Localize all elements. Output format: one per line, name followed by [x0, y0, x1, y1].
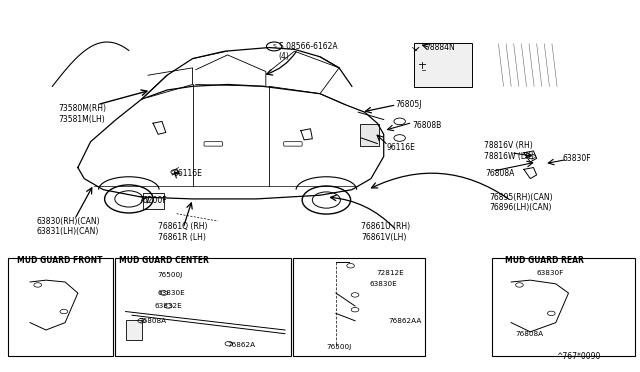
FancyBboxPatch shape [126, 320, 141, 340]
Text: 63830E: 63830E [157, 290, 185, 296]
Text: 63830F: 63830F [562, 154, 591, 163]
Text: 72812E: 72812E [376, 270, 404, 276]
FancyBboxPatch shape [8, 258, 113, 356]
Text: 76200F: 76200F [138, 196, 167, 205]
FancyBboxPatch shape [143, 193, 164, 209]
Text: 76808A: 76808A [515, 331, 543, 337]
Text: 76500J: 76500J [326, 344, 351, 350]
Text: 76808B: 76808B [412, 121, 442, 129]
FancyBboxPatch shape [115, 258, 291, 356]
Text: 78884N: 78884N [425, 43, 455, 52]
Text: MUD GUARD FRONT: MUD GUARD FRONT [17, 256, 103, 265]
Text: S 08566-6162A
(4): S 08566-6162A (4) [278, 42, 337, 61]
Text: 96116E: 96116E [173, 169, 202, 177]
Text: 63830F: 63830F [537, 270, 564, 276]
Text: 63830E: 63830E [370, 281, 397, 287]
Text: 76895(RH)(CAN)
76896(LH)(CAN): 76895(RH)(CAN) 76896(LH)(CAN) [489, 193, 552, 212]
Text: 76805J: 76805J [395, 100, 422, 109]
Text: MUD GUARD REAR: MUD GUARD REAR [505, 256, 584, 265]
Text: 96116E: 96116E [387, 143, 416, 152]
Text: 76808A: 76808A [486, 169, 515, 177]
Text: 76500J: 76500J [157, 272, 183, 278]
Text: 76862A: 76862A [228, 342, 256, 348]
Text: 76861Q (RH)
76861R (LH): 76861Q (RH) 76861R (LH) [157, 222, 207, 242]
FancyBboxPatch shape [293, 258, 425, 356]
Text: 63830(RH)(CAN)
63831(LH)(CAN): 63830(RH)(CAN) 63831(LH)(CAN) [36, 217, 100, 236]
FancyBboxPatch shape [492, 258, 636, 356]
Text: 76862AA: 76862AA [388, 318, 422, 324]
Text: ^767*0090: ^767*0090 [556, 352, 600, 361]
Text: 78816V (RH)
78816W (LH): 78816V (RH) 78816W (LH) [484, 141, 534, 161]
Text: 63832E: 63832E [154, 303, 182, 309]
Text: S: S [272, 44, 276, 49]
FancyBboxPatch shape [284, 142, 302, 146]
Text: 76808A: 76808A [138, 318, 166, 324]
Text: 73580M(RH)
73581M(LH): 73580M(RH) 73581M(LH) [59, 104, 107, 124]
FancyBboxPatch shape [360, 124, 379, 146]
FancyBboxPatch shape [413, 43, 472, 87]
Text: 76861U (RH)
76861V(LH): 76861U (RH) 76861V(LH) [362, 222, 410, 242]
Text: MUD GUARD CENTER: MUD GUARD CENTER [119, 256, 209, 265]
FancyBboxPatch shape [204, 142, 223, 146]
